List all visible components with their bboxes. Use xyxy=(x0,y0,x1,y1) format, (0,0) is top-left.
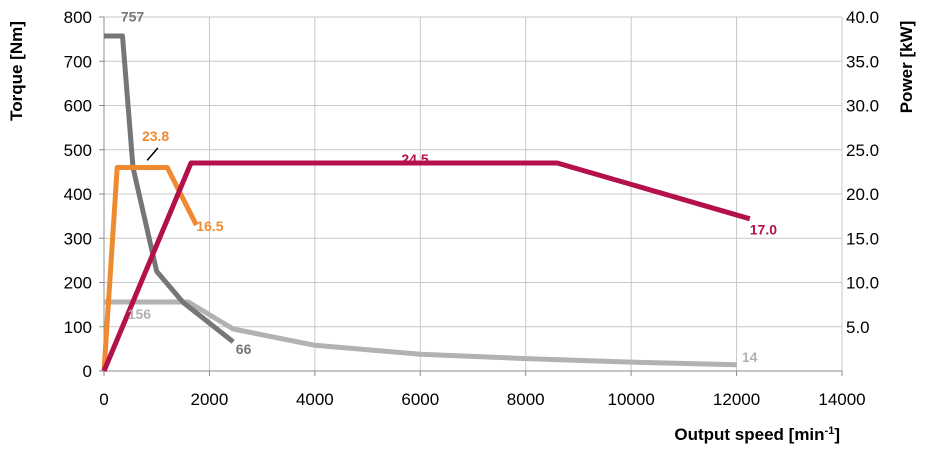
y-left-tick-label: 700 xyxy=(64,52,92,71)
y-left-tick-label: 500 xyxy=(64,141,92,160)
y-axis-right-title: Power [kW] xyxy=(897,21,916,114)
y-axis-left-title: Torque [Nm] xyxy=(7,21,26,121)
y-right-tick-label: 40.0 xyxy=(846,8,879,27)
data-label: 156 xyxy=(128,306,152,322)
x-tick-label: 8000 xyxy=(507,390,545,409)
y-left-tick-label: 800 xyxy=(64,8,92,27)
x-axis-title: Output speed [min-1] xyxy=(674,425,840,444)
data-labels: 757 66 156 14 23.8 16.5 24.5 17.0 xyxy=(121,8,777,365)
x-tick-label: 14000 xyxy=(818,390,865,409)
data-label: 757 xyxy=(121,8,145,24)
tick-labels: 0 2000 4000 6000 8000 10000 12000 14000 0 100 200 3… xyxy=(64,8,879,409)
y-left-tick-label: 600 xyxy=(64,97,92,116)
data-label: 66 xyxy=(236,341,252,357)
data-label: 16.5 xyxy=(196,218,223,234)
y-right-tick-label: 15.0 xyxy=(846,229,879,248)
series-line-3 xyxy=(101,165,199,372)
data-label: 14 xyxy=(742,349,758,365)
x-axis-title-main: Output speed [min xyxy=(674,425,824,444)
x-axis-title-suffix: ] xyxy=(834,425,840,444)
y-left-tick-label: 0 xyxy=(83,362,92,381)
x-tick-label: 2000 xyxy=(191,390,229,409)
data-label: 17.0 xyxy=(750,222,777,238)
leader-line xyxy=(146,147,159,161)
y-right-tick-label: 30.0 xyxy=(846,97,879,116)
x-tick-label: 0 xyxy=(99,390,108,409)
series-group xyxy=(101,33,751,372)
y-right-tick-label: 25.0 xyxy=(846,141,879,160)
y-left-tick-label: 200 xyxy=(64,274,92,293)
x-tick-label: 6000 xyxy=(401,390,439,409)
y-right-tick-label: 35.0 xyxy=(846,52,879,71)
x-tick-label: 4000 xyxy=(296,390,334,409)
x-tick-label: 10000 xyxy=(608,390,655,409)
data-label: 24.5 xyxy=(401,151,428,167)
series-line-1 xyxy=(104,299,737,368)
y-left-tick-label: 400 xyxy=(64,185,92,204)
grid xyxy=(103,16,843,372)
series-line-4 xyxy=(101,160,751,372)
axes xyxy=(99,16,843,376)
y-left-tick-label: 300 xyxy=(64,229,92,248)
x-axis-title-superscript: -1 xyxy=(825,425,835,437)
y-right-tick-label: 10.0 xyxy=(846,274,879,293)
y-right-tick-label: 5.0 xyxy=(846,318,870,337)
y-right-tick-label: 20.0 xyxy=(846,185,879,204)
data-label: 23.8 xyxy=(142,128,169,144)
x-tick-label: 12000 xyxy=(713,390,760,409)
series-line-2 xyxy=(104,33,235,344)
y-left-tick-label: 100 xyxy=(64,318,92,337)
